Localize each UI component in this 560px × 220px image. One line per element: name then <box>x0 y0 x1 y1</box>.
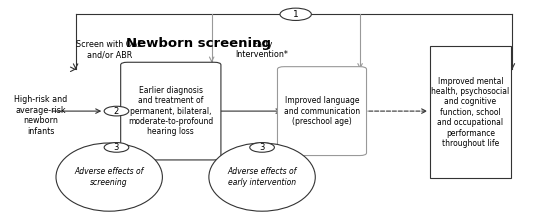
Text: High-risk and
average-risk
newborn
infants: High-risk and average-risk newborn infan… <box>14 95 67 136</box>
Text: Adverse effects of
screening: Adverse effects of screening <box>74 167 144 187</box>
Text: Newborn screening: Newborn screening <box>127 37 271 51</box>
Ellipse shape <box>209 143 315 211</box>
Circle shape <box>104 106 129 116</box>
Text: 3: 3 <box>114 143 119 152</box>
Ellipse shape <box>56 143 162 211</box>
Text: 1: 1 <box>293 10 298 19</box>
Text: Adverse effects of
early intervention: Adverse effects of early intervention <box>227 167 297 187</box>
Text: Screen with OAE
and/or ABR: Screen with OAE and/or ABR <box>76 40 142 59</box>
Bar <box>430 46 511 178</box>
Text: Improved mental
health, psychosocial
and cognitive
function, school
and occupati: Improved mental health, psychosocial and… <box>431 77 510 148</box>
Text: Early
Intervention*: Early Intervention* <box>236 40 288 59</box>
FancyBboxPatch shape <box>277 67 366 156</box>
Circle shape <box>104 143 129 152</box>
Circle shape <box>280 8 311 20</box>
Circle shape <box>250 143 274 152</box>
Text: 3: 3 <box>259 143 265 152</box>
Text: Improved language
and communication
(preschool age): Improved language and communication (pre… <box>284 96 360 126</box>
Text: Earlier diagnosis
and treatment of
permanent, bilateral,
moderate-to-profound
he: Earlier diagnosis and treatment of perma… <box>128 86 213 136</box>
Text: 2: 2 <box>114 107 119 116</box>
FancyBboxPatch shape <box>120 62 221 160</box>
